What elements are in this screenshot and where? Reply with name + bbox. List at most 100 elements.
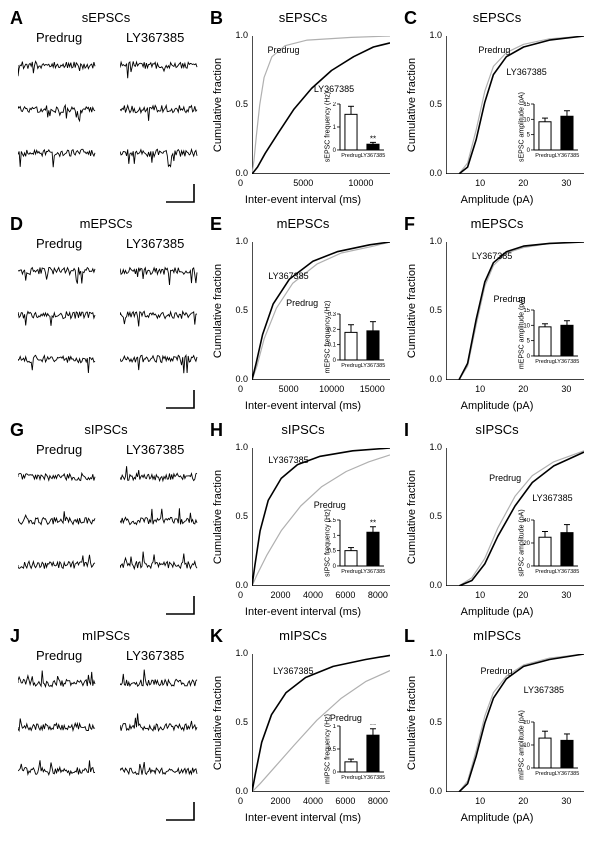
xtick-label: 6000 (335, 796, 355, 806)
svg-text:Predrug: Predrug (535, 359, 555, 365)
svg-text:0: 0 (527, 354, 531, 360)
inset-y-axis-label: mIPSC frequency (Hz) (324, 714, 331, 784)
plot-area: PredrugLY3673850.00.51.010203001020Predr… (446, 654, 584, 792)
scalebar-icon (164, 182, 196, 204)
panel-D: DmEPSCsPredrugLY367385 (6, 214, 206, 414)
curve-label: LY367385 (524, 685, 564, 695)
ytick-label: 1.0 (214, 30, 248, 40)
xtick-label: 0 (238, 796, 243, 806)
curve-label: Predrug (489, 473, 521, 483)
plot-area: PredrugLY3673850.00.51.00200040006000800… (252, 654, 390, 792)
y-axis-label: Cumulative fraction (212, 264, 224, 358)
xtick-label: 20 (518, 384, 528, 394)
inset-y-axis-label: mIPSC amplitude (pA) (518, 710, 525, 780)
condition-label-ly: LY367385 (126, 648, 184, 663)
ytick-label: 0.0 (214, 786, 248, 796)
panel-letter: A (10, 8, 23, 29)
plot-area: PredrugLY3673850.00.51.00500010000150000… (252, 242, 390, 380)
trace-row (18, 754, 198, 788)
inset-bar-chart: 00.51PredrugLY367385**mIPSC frequency (H… (328, 724, 386, 782)
trace-row (18, 342, 198, 376)
svg-text:0: 0 (527, 564, 531, 570)
plot-area: PredrugLY3673850.00.51.010203002040Predr… (446, 448, 584, 586)
figure-root: AsEPSCsPredrugLY367385BsEPSCsPredrugLY36… (0, 0, 600, 862)
xtick-label: 8000 (368, 796, 388, 806)
panel-title: mEPSCs (80, 216, 133, 231)
svg-text:0: 0 (527, 148, 531, 154)
xtick-label: 30 (561, 590, 571, 600)
ytick-label: 1.0 (214, 442, 248, 452)
xtick-label: 20 (518, 590, 528, 600)
svg-text:Predrug: Predrug (535, 771, 555, 777)
xtick-label: 5000 (293, 178, 313, 188)
condition-label-predrug: Predrug (36, 30, 82, 45)
ytick-label: 1.0 (408, 236, 442, 246)
x-axis-label: Inter-event interval (ms) (245, 194, 361, 206)
trace-area (18, 48, 198, 196)
inset-bar-chart: 01020PredrugLY367385mIPSC amplitude (pA) (522, 720, 580, 778)
inset-y-axis-label: sIPSC frequency (Hz) (324, 510, 331, 578)
xtick-label: 0 (238, 178, 243, 188)
trace-row (18, 504, 198, 538)
x-axis-label: Inter-event interval (ms) (245, 606, 361, 618)
panel-letter: B (210, 8, 223, 29)
panel-title: sIPSCs (281, 422, 324, 437)
panel-title: sIPSCs (84, 422, 127, 437)
inset-y-axis-label: sEPSC frequency (Hz) (324, 92, 331, 162)
xtick-label: 30 (561, 384, 571, 394)
y-axis-label: Cumulative fraction (406, 676, 418, 770)
x-axis-label: Amplitude (pA) (461, 400, 534, 412)
svg-text:LY367385: LY367385 (555, 153, 580, 159)
inset-bar-chart: 00.10.20.3PredrugLY367385mEPSC frequency… (328, 312, 386, 370)
panel-letter: F (404, 214, 415, 235)
figure-row: GsIPSCsPredrugLY367385HsIPSCsPredrugLY36… (6, 420, 594, 620)
y-axis-label: Cumulative fraction (212, 470, 224, 564)
xtick-label: 0 (238, 590, 243, 600)
xtick-label: 10000 (348, 178, 373, 188)
inset-bar-chart: 00.511.5PredrugLY367385**sIPSC frequency… (328, 518, 386, 576)
y-axis-label: Cumulative fraction (212, 676, 224, 770)
trace-row (18, 298, 198, 332)
panel-letter: D (10, 214, 23, 235)
svg-text:Predrug: Predrug (341, 153, 361, 159)
xtick-label: 10 (475, 590, 485, 600)
curve-label: LY367385 (273, 666, 313, 676)
scalebar-icon (164, 594, 196, 616)
panel-I: IsIPSCsPredrugLY3673850.00.51.0102030020… (400, 420, 594, 620)
svg-text:Predrug: Predrug (341, 569, 361, 575)
inset-bar-chart: 02040PredrugLY367385sIPSC amplitude (pA) (522, 518, 580, 576)
svg-text:1: 1 (333, 125, 337, 131)
xtick-label: 5000 (279, 384, 299, 394)
svg-text:LY367385: LY367385 (361, 363, 386, 369)
svg-text:**: ** (370, 135, 376, 144)
xtick-label: 30 (561, 178, 571, 188)
svg-text:LY367385: LY367385 (361, 775, 386, 781)
svg-text:5: 5 (527, 133, 531, 139)
ytick-label: 0.0 (408, 168, 442, 178)
xtick-label: 30 (561, 796, 571, 806)
curve-label: Predrug (286, 298, 318, 308)
ytick-label: 0.0 (214, 374, 248, 384)
plot-area: PredrugLY3673850.00.51.0102030051015Pred… (446, 242, 584, 380)
panel-title: mEPSCs (277, 216, 330, 231)
xtick-label: 6000 (335, 590, 355, 600)
svg-text:0: 0 (527, 766, 531, 772)
y-axis-label: Cumulative fraction (406, 470, 418, 564)
inset-bar-chart: 051015PredrugLY367385sEPSC amplitude (pA… (522, 102, 580, 160)
inset-bar-chart: 012PredrugLY367385**sEPSC frequency (Hz) (328, 102, 386, 160)
panel-B: BsEPSCsPredrugLY3673850.00.51.0050001000… (206, 8, 400, 208)
x-axis-label: Amplitude (pA) (461, 606, 534, 618)
y-axis-label: Cumulative fraction (212, 58, 224, 152)
svg-text:1: 1 (333, 724, 337, 730)
x-axis-label: Amplitude (pA) (461, 194, 534, 206)
svg-text:5: 5 (527, 339, 531, 345)
y-axis-label: Cumulative fraction (406, 58, 418, 152)
svg-text:0: 0 (333, 564, 337, 570)
inset-y-axis-label: sIPSC amplitude (pA) (518, 510, 525, 577)
panel-G: GsIPSCsPredrugLY367385 (6, 420, 206, 620)
svg-text:1: 1 (333, 534, 337, 540)
x-axis-label: Inter-event interval (ms) (245, 812, 361, 824)
plot-area: PredrugLY3673850.00.51.00500010000012Pre… (252, 36, 390, 174)
panel-H: HsIPSCsPredrugLY3673850.00.51.0020004000… (206, 420, 400, 620)
panel-letter: C (404, 8, 417, 29)
